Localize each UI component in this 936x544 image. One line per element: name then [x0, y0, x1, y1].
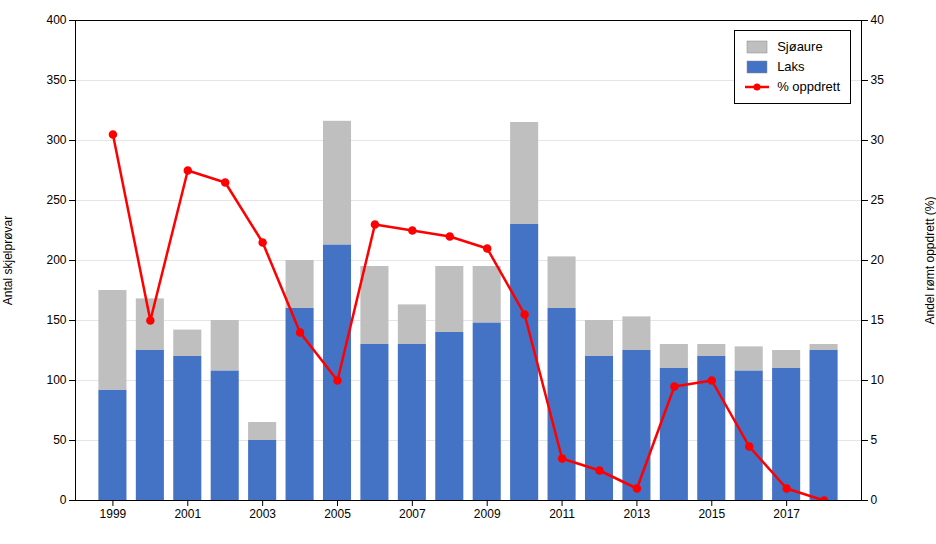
svg-text:Andel rømt oppdrett (%): Andel rømt oppdrett (%): [923, 196, 936, 324]
svg-text:1999: 1999: [100, 507, 127, 521]
svg-text:150: 150: [46, 313, 66, 327]
svg-text:Antal skjelprøvar: Antal skjelprøvar: [1, 216, 15, 305]
svg-text:2017: 2017: [773, 507, 800, 521]
svg-text:50: 50: [53, 433, 67, 447]
svg-text:20: 20: [871, 253, 885, 267]
svg-text:0: 0: [871, 493, 878, 507]
html-text:Laks: Laks: [777, 59, 805, 74]
svg-text:2015: 2015: [698, 507, 725, 521]
svg-text:30: 30: [871, 133, 885, 147]
svg-text:2005: 2005: [324, 507, 351, 521]
svg-text:35: 35: [871, 73, 885, 87]
svg-text:200: 200: [46, 253, 66, 267]
svg-text:350: 350: [46, 73, 66, 87]
svg-text:25: 25: [871, 193, 885, 207]
svg-text:0: 0: [60, 493, 67, 507]
svg-text:100: 100: [46, 373, 66, 387]
svg-text:2003: 2003: [249, 507, 276, 521]
html-text:% oppdrett: % oppdrett: [777, 79, 840, 94]
svg-text:2009: 2009: [474, 507, 501, 521]
svg-text:250: 250: [46, 193, 66, 207]
svg-text:15: 15: [871, 313, 885, 327]
svg-text:2011: 2011: [549, 507, 575, 521]
svg-text:400: 400: [46, 13, 66, 27]
svg-text:5: 5: [871, 433, 878, 447]
svg-text:300: 300: [46, 133, 66, 147]
svg-text:2013: 2013: [624, 507, 651, 521]
svg-text:40: 40: [871, 13, 885, 27]
svg-text:2007: 2007: [399, 507, 426, 521]
svg-text:10: 10: [871, 373, 885, 387]
svg-text:2001: 2001: [174, 507, 201, 521]
html-text:Sjøaure: Sjøaure: [777, 39, 823, 54]
